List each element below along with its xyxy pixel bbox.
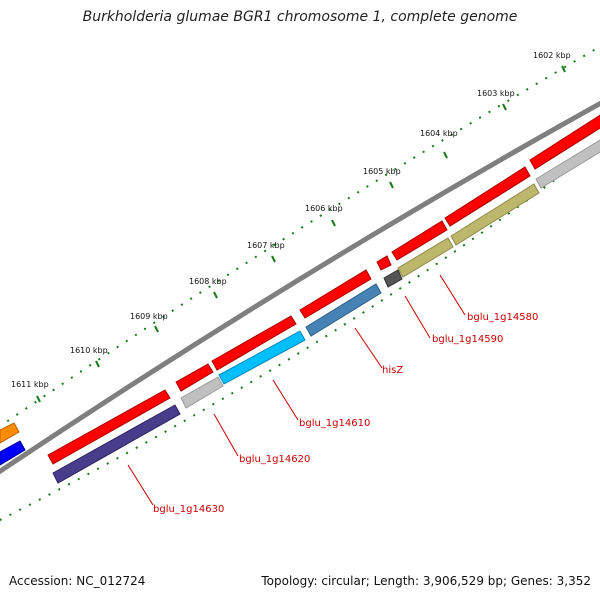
- gene-orange-block: [0, 422, 20, 444]
- tick-label: 1606 kbp: [305, 204, 343, 213]
- gene-label: hisZ: [382, 365, 403, 376]
- leader-line: [127, 464, 154, 506]
- topology-text: Topology: circular; Length: 3,906,529 bp…: [261, 574, 591, 588]
- tick-label: 1605 kbp: [363, 167, 401, 176]
- cds-block: [444, 166, 531, 227]
- cds-block: [299, 269, 372, 319]
- tick-label: 1604 kbp: [420, 129, 458, 138]
- gene-bglu-1g14580: [397, 237, 454, 278]
- map-title: Burkholderia glumae BGR1 chromosome 1, c…: [82, 9, 518, 25]
- outer-tick-track: [0, 45, 600, 428]
- tick-mark: [389, 181, 394, 189]
- gene-bglu-1g14630: [52, 404, 181, 484]
- inner-tick-track: [0, 144, 600, 522]
- tick-label: 1611 kbp: [11, 380, 49, 389]
- cds-block: [376, 255, 392, 271]
- tick-mark: [331, 219, 336, 227]
- tick-mark: [443, 151, 448, 159]
- tick-mark: [502, 103, 507, 111]
- cds-block: [391, 220, 448, 261]
- cds-block: [211, 315, 297, 371]
- gene-label: bglu_1g14610: [299, 418, 370, 429]
- gene-olive-block: [450, 183, 540, 246]
- gene-bglu-1g14610: [218, 330, 306, 385]
- tick-label: 1603 kbp: [477, 89, 515, 98]
- tick-label: 1608 kbp: [189, 277, 227, 286]
- cds-block: [175, 363, 214, 392]
- gene-gray-block: [535, 139, 600, 189]
- leader-line: [213, 413, 239, 457]
- tick-mark: [213, 291, 218, 299]
- accession-text: Accession: NC_012724: [9, 574, 146, 588]
- gene-label: bglu_1g14590: [432, 334, 503, 345]
- gene-label: bglu_1g14620: [239, 454, 310, 465]
- tick-label: 1602 kbp: [533, 51, 571, 60]
- leader-line: [439, 274, 466, 316]
- tick-mark: [154, 325, 159, 333]
- leader-line: [404, 295, 431, 339]
- gene-bglu-1g14590: [383, 269, 403, 288]
- chromosome-backbone: [0, 100, 600, 475]
- gene-bglu-1g14620: [180, 376, 224, 409]
- tick-label: 1609 kbp: [130, 312, 168, 321]
- gene-hisZ: [305, 283, 382, 337]
- gene-label: bglu_1g14630: [153, 504, 224, 515]
- tick-label: 1610 kbp: [70, 346, 108, 355]
- gene-blue-block: [0, 440, 26, 466]
- cds-block: [47, 389, 171, 465]
- gene-label: bglu_1g14580: [467, 312, 538, 323]
- leader-line: [354, 327, 383, 369]
- leader-line: [272, 379, 299, 421]
- cds-block: [529, 114, 600, 170]
- tick-mark: [95, 360, 100, 368]
- tick-label: 1607 kbp: [247, 241, 285, 250]
- tick-mark: [271, 255, 276, 263]
- tick-mark: [561, 65, 566, 73]
- tick-mark: [36, 395, 41, 403]
